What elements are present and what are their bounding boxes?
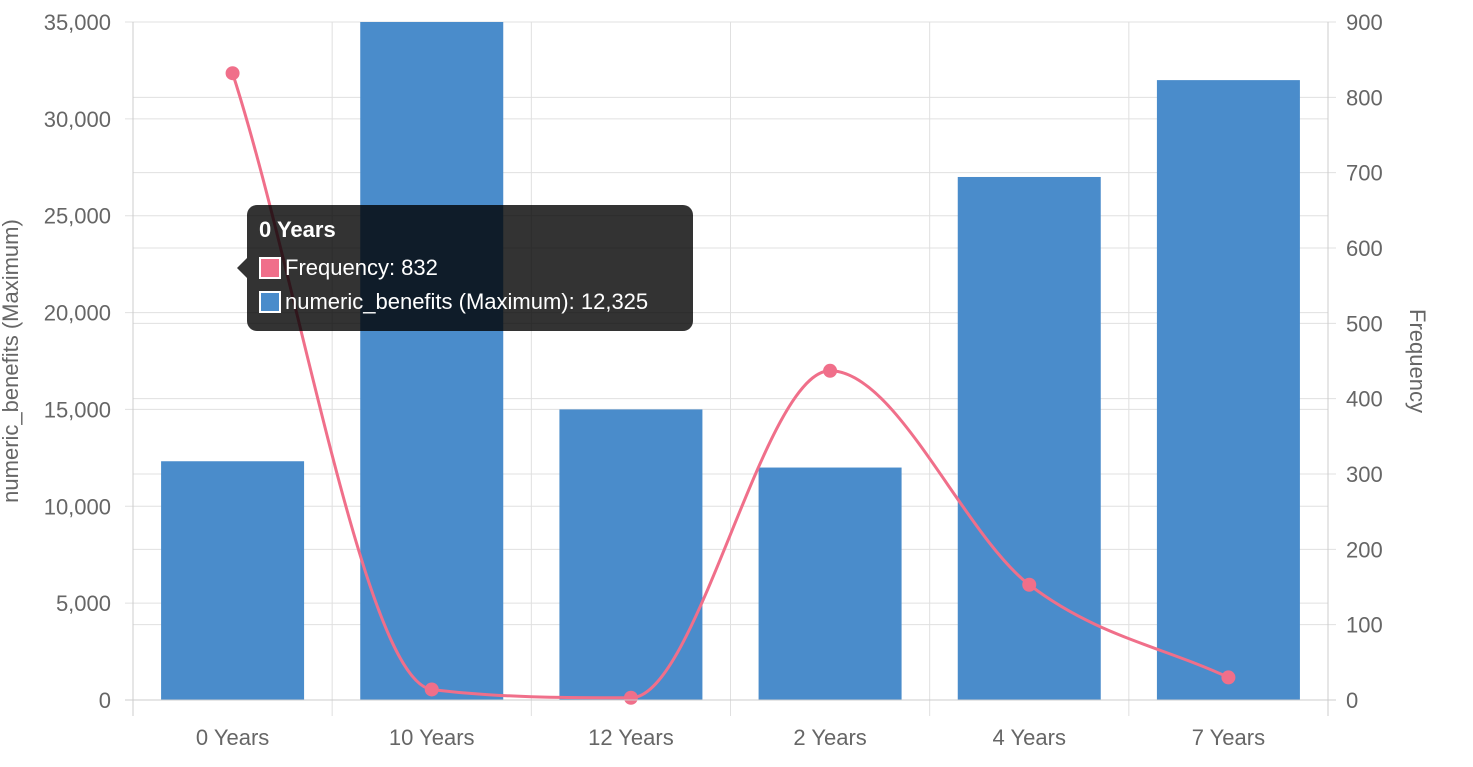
tooltip-label-frequency: Frequency: 832 <box>285 255 438 280</box>
y2-axis-title: Frequency <box>1405 309 1430 413</box>
tooltip: 0 Years Frequency: 832 numeric_benefits … <box>237 205 693 331</box>
y-tick-label: 35,000 <box>44 10 111 35</box>
y-tick-label: 30,000 <box>44 107 111 132</box>
y-tick-label: 20,000 <box>44 301 111 326</box>
y-tick-label: 0 <box>99 688 111 713</box>
frequency-point <box>823 363 838 378</box>
tooltip-row-frequency: Frequency: 832 <box>259 251 681 285</box>
y-axis-title: numeric_benefits (Maximum) <box>0 219 23 503</box>
y2-tick-label: 100 <box>1346 613 1383 638</box>
tooltip-swatch-frequency <box>259 257 281 279</box>
bar <box>161 461 305 700</box>
bar <box>758 467 902 700</box>
y2-tick-label: 300 <box>1346 462 1383 487</box>
frequency-point <box>1022 577 1037 592</box>
frequency-point <box>225 66 240 81</box>
frequency-point <box>1221 670 1236 685</box>
y-tick-label: 5,000 <box>56 591 111 616</box>
bar <box>360 22 504 700</box>
frequency-point <box>424 682 439 697</box>
x-tick-label: 2 Years <box>793 725 866 750</box>
tooltip-row-benefits: numeric_benefits (Maximum): 12,325 <box>259 285 681 319</box>
tooltip-title: 0 Years <box>259 217 336 242</box>
tooltip-caret <box>237 258 247 278</box>
tooltip-swatch-benefits <box>259 291 281 313</box>
x-tick-label: 4 Years <box>993 725 1066 750</box>
y2-tick-label: 500 <box>1346 311 1383 336</box>
bar <box>1156 80 1300 701</box>
y2-tick-label: 600 <box>1346 236 1383 261</box>
bar-series <box>161 22 1300 701</box>
frequency-point <box>623 690 638 705</box>
y-tick-label: 15,000 <box>44 397 111 422</box>
y2-tick-label: 0 <box>1346 688 1358 713</box>
x-tick-label: 7 Years <box>1192 725 1265 750</box>
y2-tick-label: 800 <box>1346 85 1383 110</box>
y-tick-label: 10,000 <box>44 494 111 519</box>
axes: 0 100 200 300 400 500 600 700 800 900 0 5,000 10,000… <box>44 10 1383 750</box>
bar <box>957 176 1101 700</box>
x-tick-label: 0 Years <box>196 725 269 750</box>
tooltip-label-benefits: numeric_benefits (Maximum): 12,325 <box>285 289 649 314</box>
y2-tick-label: 200 <box>1346 537 1383 562</box>
x-tick-label: 10 Years <box>389 725 475 750</box>
line-series <box>225 66 1236 705</box>
y2-tick-label: 700 <box>1346 161 1383 186</box>
grid-lines <box>125 21 1336 716</box>
x-tick-label: 12 Years <box>588 725 674 750</box>
bar <box>559 409 703 700</box>
y2-tick-label: 900 <box>1346 10 1383 35</box>
y2-tick-label: 400 <box>1346 387 1383 412</box>
y-tick-label: 25,000 <box>44 204 111 229</box>
